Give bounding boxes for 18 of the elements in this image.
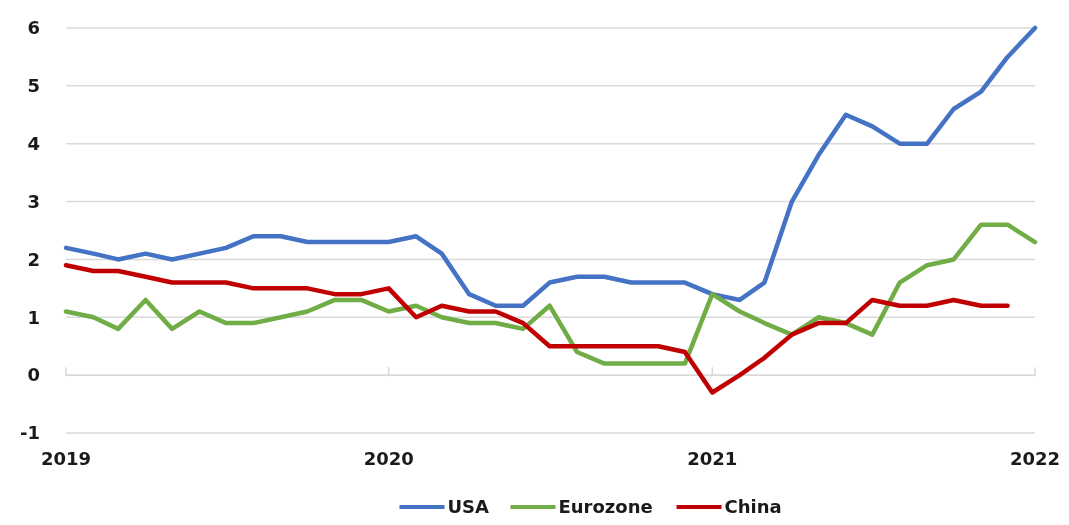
line-series [63,222,1038,366]
y-tick-label: -1 [20,422,40,444]
x-tick-label: 2022 [1009,448,1061,469]
y-tick-label: 0 [27,364,40,386]
x-tick-label: 2019 [40,448,92,469]
line-series [63,25,1038,308]
legend-label: Eurozone [558,496,653,517]
legend-label: China [724,496,782,517]
x-tick-label: 2020 [363,448,414,469]
y-tick-label: 4 [27,133,40,155]
y-tick-label: 5 [27,75,40,97]
y-tick-label: 6 [27,17,40,39]
y-tick-label: 1 [27,306,40,328]
x-tick-label: 2021 [687,448,738,469]
line-series [63,262,1010,395]
y-tick-label: 2 [27,248,40,270]
legend-label: USA [447,496,490,517]
y-tick-label: 3 [27,190,40,212]
